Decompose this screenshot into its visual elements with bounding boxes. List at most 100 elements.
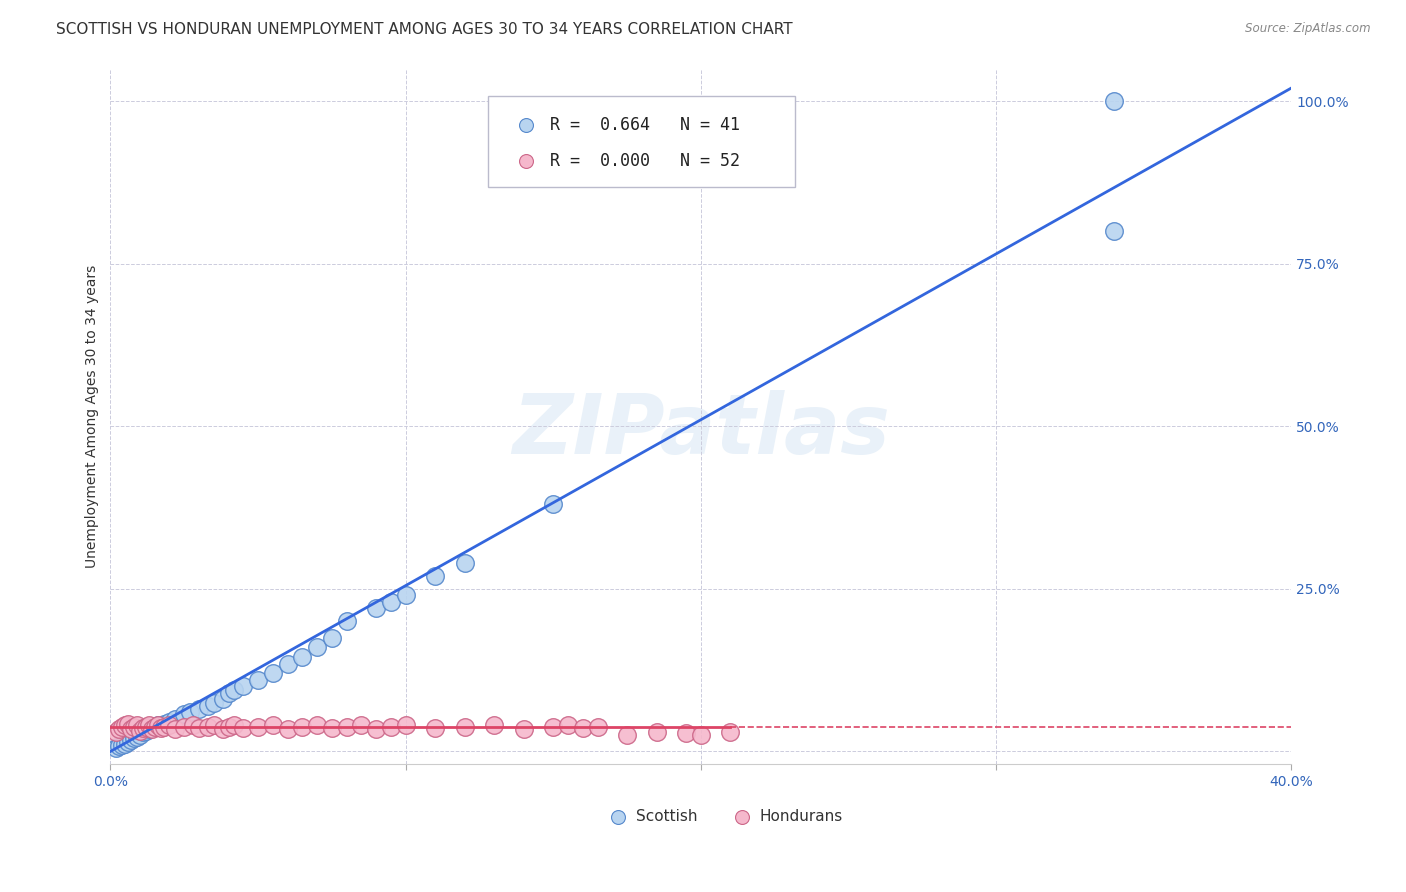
Point <box>262 718 284 732</box>
Point <box>159 715 181 730</box>
Point <box>122 720 145 734</box>
Point <box>149 721 172 735</box>
Point <box>366 601 388 615</box>
Point <box>541 720 564 734</box>
Point <box>1102 94 1125 108</box>
Point <box>125 718 148 732</box>
Point <box>125 730 148 744</box>
Point <box>224 718 246 732</box>
Point <box>132 725 155 739</box>
Point <box>143 720 166 734</box>
Point <box>146 718 169 732</box>
Point <box>218 720 240 734</box>
Text: R =  0.664   N = 41: R = 0.664 N = 41 <box>550 116 740 134</box>
Point <box>197 698 219 713</box>
Point <box>350 718 373 732</box>
Point <box>173 706 195 721</box>
Point <box>512 722 534 736</box>
Point <box>211 722 233 736</box>
Point <box>291 720 314 734</box>
Point <box>336 720 359 734</box>
Point <box>454 720 477 734</box>
Point <box>117 735 139 749</box>
Point <box>165 722 187 736</box>
Point <box>277 722 299 736</box>
Point <box>425 721 447 735</box>
Point <box>135 723 157 738</box>
Point <box>114 718 136 732</box>
Point <box>173 720 195 734</box>
Point <box>425 569 447 583</box>
Point <box>366 722 388 736</box>
Point <box>138 722 160 736</box>
Point <box>197 720 219 734</box>
FancyBboxPatch shape <box>488 96 796 186</box>
Point <box>1139 180 1161 194</box>
Point <box>202 696 225 710</box>
Point <box>132 721 155 735</box>
Point <box>232 721 254 735</box>
Point <box>218 686 240 700</box>
Point <box>689 728 711 742</box>
Point <box>395 588 418 602</box>
Point <box>224 682 246 697</box>
Point <box>380 720 402 734</box>
Point <box>586 720 609 734</box>
Point <box>179 706 201 720</box>
Point <box>541 497 564 511</box>
Point <box>105 725 128 739</box>
Point <box>307 640 329 655</box>
Point <box>232 680 254 694</box>
Point <box>277 657 299 671</box>
Point <box>129 723 152 738</box>
Point <box>616 728 638 742</box>
Point <box>117 717 139 731</box>
Point <box>336 615 359 629</box>
Point <box>138 718 160 732</box>
Point <box>122 731 145 746</box>
Point <box>380 595 402 609</box>
Point <box>454 556 477 570</box>
Point <box>135 720 157 734</box>
Point <box>143 720 166 734</box>
Point <box>321 631 343 645</box>
Point <box>141 722 163 736</box>
Point <box>675 726 697 740</box>
Point <box>291 650 314 665</box>
Point <box>307 718 329 732</box>
Point <box>1368 793 1391 807</box>
Text: Scottish: Scottish <box>636 809 697 824</box>
Point <box>120 732 142 747</box>
Point <box>557 718 579 732</box>
Point <box>211 692 233 706</box>
Point <box>111 738 134 752</box>
Text: SCOTTISH VS HONDURAN UNEMPLOYMENT AMONG AGES 30 TO 34 YEARS CORRELATION CHART: SCOTTISH VS HONDURAN UNEMPLOYMENT AMONG … <box>56 22 793 37</box>
Point <box>718 725 741 739</box>
Point <box>395 718 418 732</box>
Point <box>247 673 270 687</box>
Point <box>152 717 174 731</box>
Point <box>146 718 169 732</box>
Point <box>247 720 270 734</box>
Point <box>188 721 211 735</box>
Point <box>484 718 506 732</box>
Point <box>181 718 204 732</box>
Point <box>111 720 134 734</box>
Point <box>120 722 142 736</box>
Point <box>108 722 131 736</box>
Point <box>202 718 225 732</box>
Point <box>159 718 181 732</box>
Text: R =  0.000   N = 52: R = 0.000 N = 52 <box>550 152 740 169</box>
Point <box>1139 146 1161 161</box>
Point <box>262 666 284 681</box>
Point <box>571 721 593 735</box>
Point <box>152 720 174 734</box>
Text: ZIPatlas: ZIPatlas <box>512 390 890 471</box>
Text: Hondurans: Hondurans <box>759 809 844 824</box>
Point <box>108 739 131 754</box>
Point <box>165 712 187 726</box>
Point <box>1102 224 1125 238</box>
Text: Source: ZipAtlas.com: Source: ZipAtlas.com <box>1246 22 1371 36</box>
Point <box>105 741 128 756</box>
Point <box>645 725 668 739</box>
